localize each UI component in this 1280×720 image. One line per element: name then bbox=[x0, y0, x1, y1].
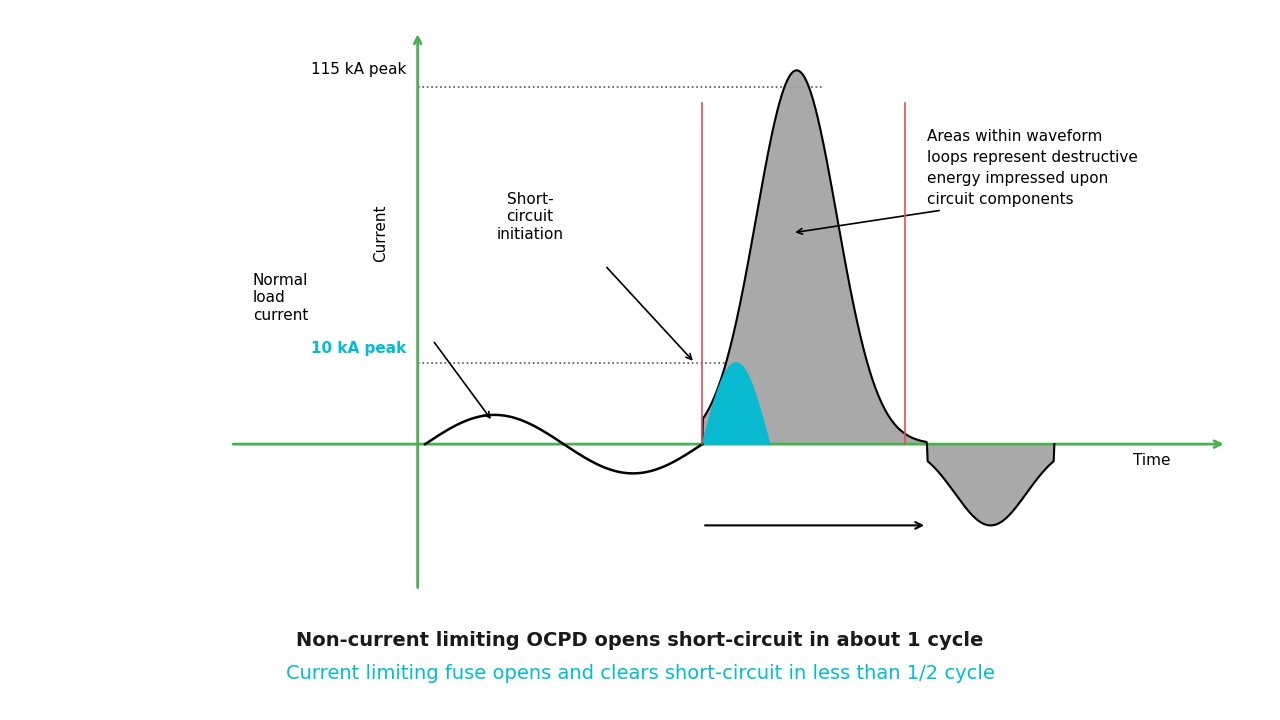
Text: Current: Current bbox=[372, 204, 388, 261]
Text: Time: Time bbox=[1133, 453, 1170, 468]
Text: Non-current limiting OCPD opens short-circuit in about 1 cycle: Non-current limiting OCPD opens short-ci… bbox=[296, 631, 984, 650]
Text: 115 kA peak: 115 kA peak bbox=[311, 62, 407, 77]
Text: Normal
load
current: Normal load current bbox=[253, 273, 308, 323]
Text: Current limiting fuse opens and clears short-circuit in less than 1/2 cycle: Current limiting fuse opens and clears s… bbox=[285, 664, 995, 683]
Text: 10 kA peak: 10 kA peak bbox=[311, 341, 407, 356]
Text: Areas within waveform
loops represent destructive
energy impressed upon
circuit : Areas within waveform loops represent de… bbox=[927, 129, 1138, 207]
Polygon shape bbox=[703, 363, 769, 444]
Polygon shape bbox=[703, 71, 1055, 526]
Text: Short-
circuit
initiation: Short- circuit initiation bbox=[497, 192, 563, 241]
